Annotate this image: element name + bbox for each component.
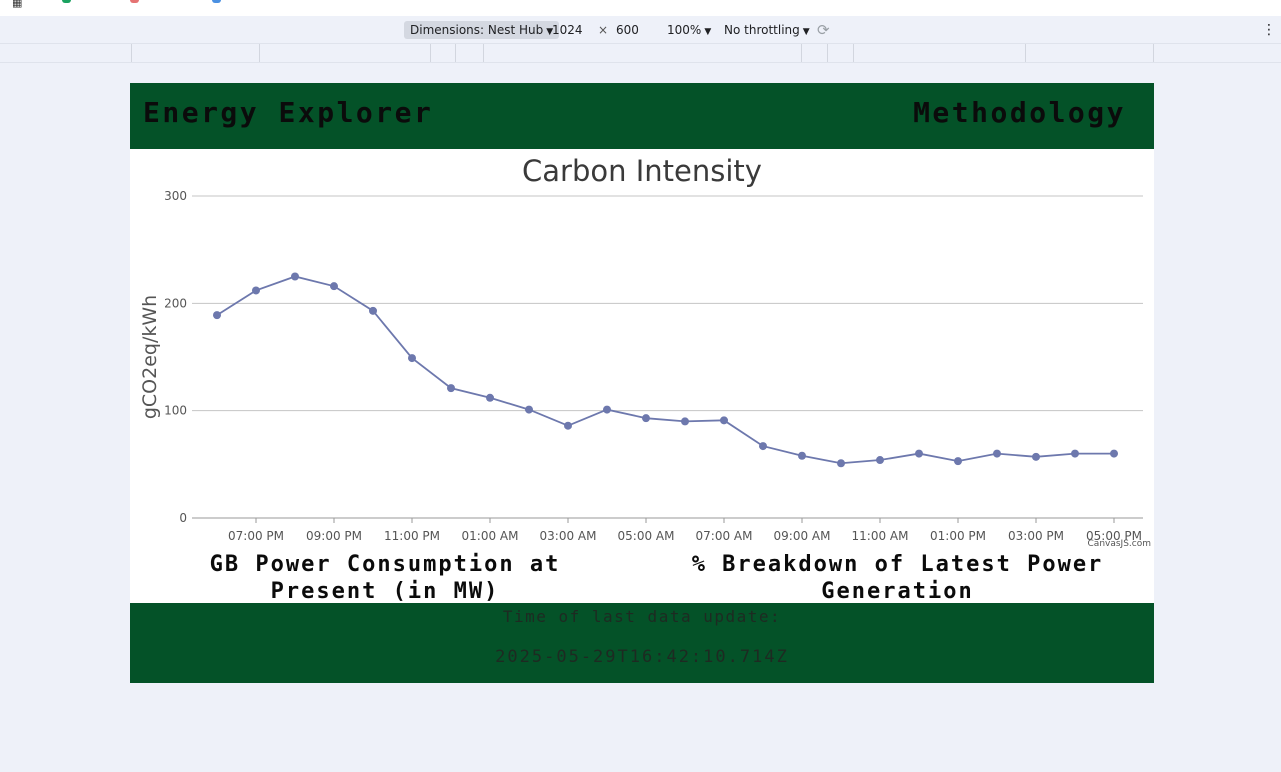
data-point <box>369 306 377 315</box>
device-toolbar: Dimensions: Nest Hub ▼ 1024 × 600 100% ▼ N… <box>0 16 1281 44</box>
throttling-label: No throttling <box>724 23 800 37</box>
data-point <box>759 442 767 451</box>
series-line <box>216 275 1114 465</box>
data-point <box>564 421 572 430</box>
x-tick-label: 09:00 AM <box>774 529 831 543</box>
data-point <box>993 449 1001 458</box>
device-viewport: Energy Explorer Methodology Carbon Inten… <box>130 83 1154 683</box>
data-point <box>642 414 650 423</box>
x-tick-label: 01:00 AM <box>462 529 519 543</box>
y-axis-label: gCO2eq/kWh <box>139 295 161 419</box>
data-point <box>954 457 962 466</box>
tab-favicon-icon[interactable] <box>212 0 221 3</box>
x-tick-label: 05:00 AM <box>618 529 675 543</box>
browser-tab-strip: ▦ <box>0 0 1281 17</box>
times-icon: × <box>598 23 609 37</box>
nav-methodology-link[interactable]: Methodology <box>913 96 1126 129</box>
site-footer: Time of last data update: 2025-05-29T16:… <box>130 603 1154 683</box>
data-point <box>213 311 221 320</box>
site-title[interactable]: Energy Explorer <box>143 96 434 129</box>
x-tick-label: 11:00 PM <box>384 529 440 543</box>
x-tick-label: 05:00 PM <box>1086 529 1142 543</box>
ruler-tick <box>801 44 802 62</box>
chart-title: Carbon Intensity <box>522 154 762 188</box>
data-point <box>252 286 260 295</box>
zoom-dropdown[interactable]: 100% ▼ <box>667 21 711 39</box>
data-point <box>876 456 884 465</box>
data-point <box>798 451 806 460</box>
data-point <box>291 272 299 281</box>
apps-grid-icon[interactable]: ▦ <box>12 0 23 9</box>
ruler-tick <box>827 44 828 62</box>
tab-favicon-icon[interactable] <box>62 0 71 3</box>
carbon-intensity-chart: Carbon Intensity gCO2eq/kWh 0 100 200 300 07:0… <box>130 149 1154 549</box>
y-tick-label: 300 <box>164 189 187 203</box>
x-tick-label: 09:00 PM <box>306 529 362 543</box>
x-tick-label: 01:00 PM <box>930 529 986 543</box>
chevron-down-icon: ▼ <box>546 27 554 37</box>
data-point <box>486 393 494 402</box>
data-point <box>603 405 611 414</box>
dimensions-dropdown[interactable]: Dimensions: Nest Hub ▼ <box>404 21 560 39</box>
tab-favicon-icon[interactable] <box>130 0 139 3</box>
data-point <box>720 416 728 425</box>
data-point <box>525 405 533 414</box>
data-point <box>447 384 455 393</box>
ruler-tick <box>259 44 260 62</box>
chart-canvas[interactable]: Carbon Intensity gCO2eq/kWh 0 100 200 300 07:0… <box>130 149 1154 549</box>
throttling-dropdown[interactable]: No throttling ▼ <box>724 21 810 39</box>
ruler-tick <box>430 44 431 62</box>
last-update-timestamp: 2025-05-29T16:42:10.714Z <box>495 647 789 667</box>
rotate-icon[interactable]: ⟳ <box>817 21 830 39</box>
y-tick-label: 200 <box>164 296 187 310</box>
ruler-tick <box>131 44 132 62</box>
data-point <box>1110 449 1118 458</box>
data-point <box>1071 449 1079 458</box>
y-tick-label: 0 <box>179 511 187 525</box>
more-options-icon[interactable]: ⋮ <box>1262 22 1276 38</box>
x-tick-label: 03:00 PM <box>1008 529 1064 543</box>
consumption-panel-title: GB Power Consumption at Present (in MW) <box>209 552 561 604</box>
ruler-tick <box>853 44 854 62</box>
chevron-down-icon: ▼ <box>802 27 810 37</box>
width-input[interactable]: 1024 <box>552 23 583 37</box>
x-tick-label: 07:00 AM <box>696 529 753 543</box>
x-tick-label: 07:00 PM <box>228 529 284 543</box>
data-point <box>330 282 338 291</box>
chart-credit: CanvasJS.com <box>1088 539 1151 549</box>
data-point <box>837 459 845 468</box>
zoom-label: 100% <box>667 23 702 37</box>
height-input[interactable]: 600 <box>616 23 639 37</box>
media-query-ruler[interactable] <box>0 44 1281 63</box>
site-header: Energy Explorer Methodology <box>130 83 1154 149</box>
y-tick-label: 100 <box>164 404 187 418</box>
x-tick-label: 11:00 AM <box>852 529 909 543</box>
data-point <box>1032 452 1040 461</box>
data-point <box>408 354 416 363</box>
breakdown-panel-title: % Breakdown of Latest Power Generation <box>691 552 1104 604</box>
x-tick-label: 03:00 AM <box>540 529 597 543</box>
chevron-down-icon: ▼ <box>704 27 712 37</box>
data-point <box>681 417 689 426</box>
dimensions-label: Dimensions: Nest Hub <box>410 23 544 37</box>
ruler-tick <box>1025 44 1026 62</box>
ruler-tick <box>455 44 456 62</box>
data-point <box>915 449 923 458</box>
ruler-tick <box>483 44 484 62</box>
last-update-label: Time of last data update: <box>502 607 782 626</box>
ruler-tick <box>1153 44 1154 62</box>
